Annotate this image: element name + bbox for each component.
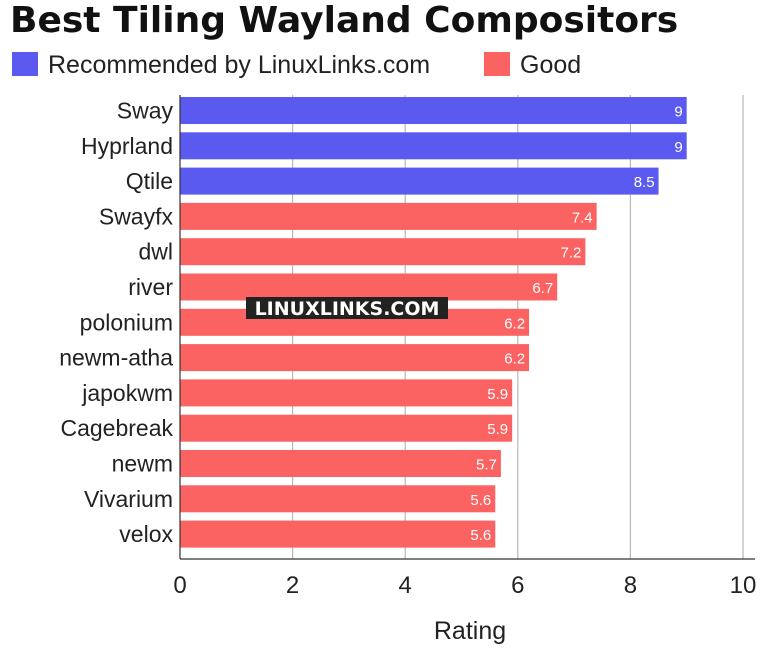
data-label: 5.9 — [487, 421, 508, 438]
category-labels: Sway Hyprland Qtile Swayfx dwl river polonium n… — [59, 98, 173, 548]
x-tick-label: 0 — [173, 572, 186, 599]
watermark: LINUXLINKS.COM — [246, 297, 448, 320]
bar — [180, 414, 513, 442]
bar — [180, 238, 586, 266]
data-label: 7.4 — [572, 209, 593, 226]
bars — [180, 97, 687, 548]
category-label: Cagebreak — [60, 415, 173, 441]
x-axis-label: Rating — [434, 617, 506, 645]
category-label: polonium — [80, 309, 173, 335]
data-label: 6.2 — [504, 351, 525, 368]
bar — [180, 167, 659, 195]
legend-swatch-good — [484, 52, 510, 76]
data-label: 7.2 — [561, 245, 582, 262]
category-label: Swayfx — [99, 203, 174, 229]
data-label: 9 — [674, 104, 682, 121]
data-label: 5.6 — [470, 527, 491, 544]
legend-label-good: Good — [520, 51, 581, 79]
watermark-background — [246, 297, 448, 319]
data-label: 6.2 — [504, 315, 525, 332]
data-label: 5.6 — [470, 492, 491, 509]
category-label: Hyprland — [81, 133, 173, 159]
data-label: 5.9 — [487, 386, 508, 403]
category-label: velox — [119, 521, 173, 547]
bar — [180, 520, 496, 548]
data-label: 8.5 — [634, 174, 655, 191]
category-label: newm-atha — [59, 345, 173, 371]
bar — [180, 379, 513, 407]
x-tick-label: 4 — [399, 572, 412, 599]
bar — [180, 97, 687, 124]
category-label: river — [128, 274, 173, 300]
category-label: japokwm — [81, 380, 173, 406]
category-label: dwl — [138, 239, 173, 265]
x-tick-label: 6 — [511, 572, 524, 599]
bar — [180, 344, 530, 372]
data-label: 6.7 — [532, 280, 553, 297]
bar — [180, 450, 501, 477]
legend: Recommended by LinuxLinks.com Good — [12, 51, 581, 79]
bar — [180, 202, 597, 230]
category-label: Sway — [117, 98, 174, 124]
bar — [180, 273, 558, 301]
category-label: Qtile — [126, 168, 173, 194]
x-tick-label: 2 — [286, 572, 299, 599]
bar — [180, 485, 496, 513]
category-label: newm — [112, 451, 173, 477]
bar — [180, 132, 687, 160]
x-tick-labels: 0 2 4 6 8 10 — [173, 572, 756, 599]
legend-label-recommended: Recommended by LinuxLinks.com — [48, 51, 430, 79]
legend-swatch-recommended — [12, 52, 38, 76]
data-label: 5.7 — [476, 457, 497, 474]
watermark-text: LINUXLINKS.COM — [255, 298, 440, 320]
x-tick-label: 8 — [624, 572, 637, 599]
chart-title: Best Tiling Wayland Compositors — [10, 0, 678, 41]
category-label: Vivarium — [84, 486, 173, 512]
value-labels: 9 9 8.5 7.4 7.2 6.7 6.2 6.2 5.9 5.9 5.7 5.6 5.6 — [470, 104, 682, 545]
data-label: 9 — [674, 139, 682, 156]
x-tick-label: 10 — [730, 572, 757, 599]
